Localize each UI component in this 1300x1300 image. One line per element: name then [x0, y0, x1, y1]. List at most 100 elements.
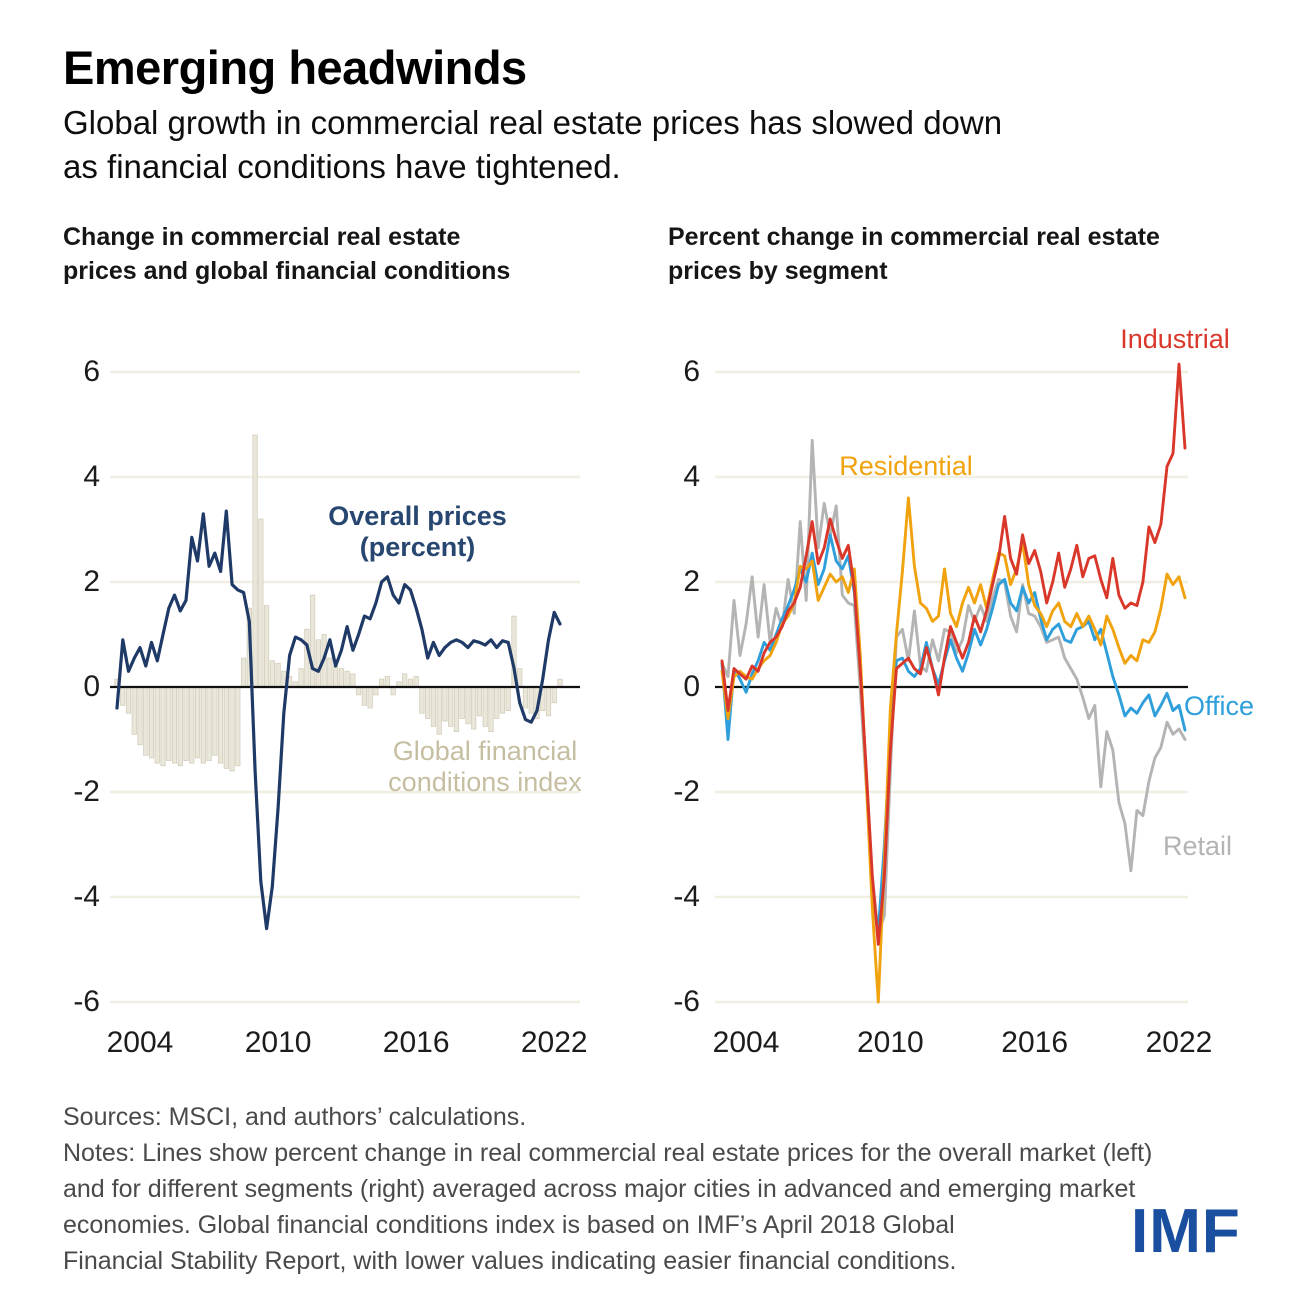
gfci-bar: [120, 686, 126, 706]
gfci-bar-label: Global financial conditions index: [380, 736, 590, 798]
y-axis-tick-label: 6: [683, 355, 700, 388]
gfci-bar: [166, 686, 172, 761]
gfci-bar: [171, 686, 178, 764]
retail-line: [720, 438, 1187, 936]
footer-notes: Sources: MSCI, and authors’ calculations…: [63, 1099, 1263, 1279]
y-axis-tick-label: 0: [683, 670, 700, 703]
imf-logo: IMF: [1131, 1197, 1241, 1266]
left-chart-heading-line1: Change in commercial real estate: [63, 223, 461, 251]
gfci-bar: [551, 686, 557, 704]
page-title: Emerging headwinds: [63, 41, 527, 94]
gfci-bar: [194, 686, 201, 759]
gfci-bar: [425, 686, 431, 719]
right-chart-heading-line1: Percent change in commercial real estate: [668, 223, 1160, 251]
y-axis-tick-label: 6: [83, 355, 100, 388]
gfci-bar: [131, 686, 137, 735]
gfci-bar: [275, 662, 281, 688]
gfci-bar: [183, 686, 189, 761]
gfci-bar: [384, 676, 391, 688]
x-axis-tick-label: 2010: [856, 1026, 924, 1059]
gfci-bar: [459, 686, 465, 719]
x-axis-tick-label: 2022: [520, 1026, 588, 1059]
gfci-bar: [315, 639, 321, 688]
gfci-bar: [413, 676, 419, 688]
x-axis-tick-label: 2010: [244, 1026, 312, 1059]
y-axis-tick-label: -2: [673, 775, 700, 808]
gfci-bar: [154, 686, 160, 764]
left-chart-heading-line2: prices and global financial conditions: [63, 257, 511, 285]
y-axis-tick-label: -4: [673, 880, 700, 913]
gfci-bar: [448, 686, 454, 727]
gfci-bar: [200, 686, 206, 764]
gfci-bar: [240, 657, 247, 688]
y-axis-tick-label: 4: [83, 460, 100, 493]
gfci-bar: [505, 686, 511, 712]
gfci-bar: [344, 670, 350, 688]
gfci-bar: [419, 686, 425, 714]
footer-sources-line: Sources: MSCI, and authors’ calculations…: [63, 1103, 527, 1131]
gfci-bar: [125, 686, 132, 714]
gfci-bar: [482, 686, 488, 727]
right-chart-heading: Percent change in commercial real estate…: [668, 220, 1228, 288]
gfci-bar: [310, 594, 316, 688]
gfci-bar: [361, 686, 367, 706]
gfci-bar: [223, 686, 229, 769]
gfci-bar: [494, 686, 500, 719]
gfci-bar: [338, 668, 344, 688]
gfci-bar: [522, 686, 529, 709]
gfci-bar: [258, 518, 264, 688]
gfci-bar: [442, 686, 448, 722]
office-line: [720, 533, 1187, 933]
y-axis-tick-label: -2: [73, 775, 100, 808]
left-chart-heading: Change in commercial real estate prices …: [63, 220, 623, 288]
overall-prices-line-label: Overall prices (percent): [320, 501, 515, 563]
gfci-bar: [453, 686, 460, 733]
gfci-bar: [206, 686, 212, 761]
gfci-bar: [212, 686, 218, 756]
retail-series-label: Retail: [1163, 831, 1233, 861]
gfci-bar-label-line2: conditions index: [388, 767, 582, 797]
gfci-bar: [402, 673, 408, 688]
gfci-bar: [327, 657, 333, 688]
gfci-bar: [263, 605, 270, 688]
gfci-bar: [177, 686, 183, 767]
gfci-bar: [545, 686, 552, 717]
gfci-bar: [557, 678, 563, 688]
footer-notes-line1: Notes: Lines show percent change in real…: [63, 1139, 1153, 1167]
gfci-bars: [114, 434, 563, 772]
gfci-bar: [252, 434, 258, 688]
x-axis-tick-label: 2004: [712, 1026, 780, 1059]
residential-series-label: Residential: [839, 451, 973, 481]
gfci-bar: [430, 686, 437, 727]
y-axis-tick-label: -6: [673, 985, 700, 1018]
overall-prices-percent--line: [115, 509, 562, 931]
gfci-bar: [148, 686, 155, 759]
x-axis-tick-label: 2004: [106, 1026, 174, 1059]
gfci-bar: [217, 686, 224, 764]
gfci-bar: [304, 628, 310, 688]
right-chart-plot: [715, 362, 1188, 1004]
y-axis-tick-label: 2: [683, 565, 700, 598]
gfci-bar: [235, 686, 241, 767]
overall-prices-line-label-line1: Overall prices: [328, 501, 507, 531]
page-subtitle-line1: Global growth in commercial real estate …: [63, 104, 1003, 141]
gfci-bar: [373, 686, 379, 696]
x-axis-tick-label: 2016: [1001, 1026, 1069, 1059]
gfci-bar-label-line1: Global financial: [392, 736, 578, 766]
gfci-bar: [476, 686, 483, 717]
gfci-bar: [350, 673, 356, 688]
left-chart-plot: [110, 370, 580, 1004]
gfci-bar: [367, 686, 373, 709]
gfci-bar: [528, 686, 534, 714]
gfci-bar: [499, 686, 506, 714]
gfci-bar: [390, 686, 396, 696]
industrial-series-label: Industrial: [1120, 324, 1230, 354]
overall-prices-line-label-line2: (percent): [359, 532, 476, 562]
y-axis-tick-label: 0: [83, 670, 100, 703]
y-axis-tick-label: 2: [83, 565, 100, 598]
y-axis-tick-label: -4: [73, 880, 100, 913]
gfci-bar: [379, 678, 385, 688]
footer-notes-line4: Financial Stability Report, with lower v…: [63, 1247, 957, 1275]
gfci-bar: [465, 686, 471, 725]
gfci-bar: [356, 686, 362, 696]
